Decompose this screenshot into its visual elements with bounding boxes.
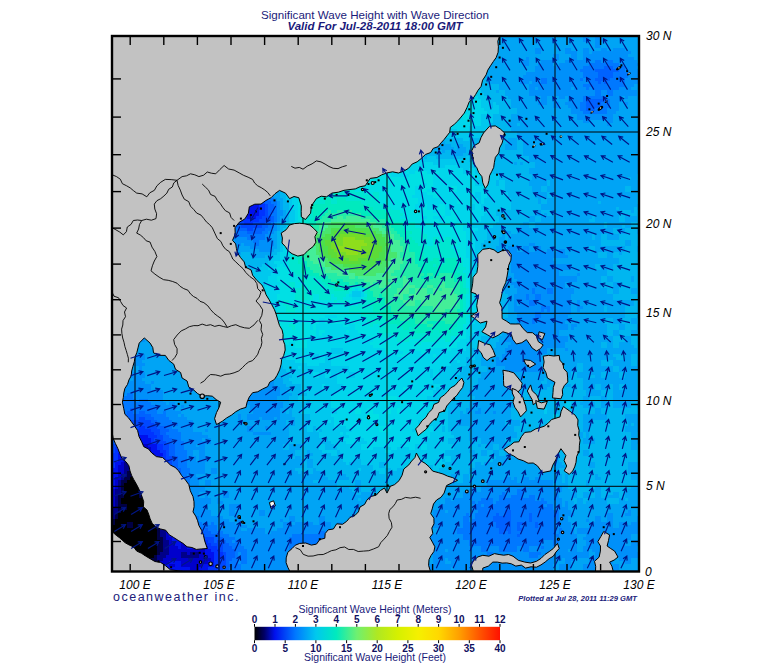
svg-text:0: 0 [645, 565, 652, 579]
svg-text:1: 1 [272, 614, 278, 625]
svg-text:0: 0 [252, 643, 258, 654]
svg-text:3: 3 [313, 614, 319, 625]
svg-text:7: 7 [395, 614, 401, 625]
svg-text:125 E: 125 E [539, 578, 571, 592]
svg-text:Significant Wave Height (Feet): Significant Wave Height (Feet) [304, 651, 446, 663]
svg-text:5 N: 5 N [646, 479, 665, 493]
svg-text:130 E: 130 E [623, 578, 655, 592]
svg-text:0: 0 [252, 614, 258, 625]
svg-text:4: 4 [334, 614, 340, 625]
svg-text:Plotted at Jul 28, 2011 11:29: Plotted at Jul 28, 2011 11:29 GMT [518, 594, 638, 603]
svg-text:5: 5 [354, 614, 360, 625]
svg-text:2: 2 [293, 614, 299, 625]
svg-text:10: 10 [454, 614, 466, 625]
svg-text:115 E: 115 E [372, 578, 403, 592]
svg-text:110 E: 110 E [288, 578, 319, 592]
svg-text:20 N: 20 N [645, 217, 672, 231]
svg-text:oceanweather inc.: oceanweather inc. [113, 590, 240, 604]
svg-text:15 N: 15 N [646, 306, 672, 320]
svg-text:10 N: 10 N [646, 394, 672, 408]
svg-text:25 N: 25 N [645, 125, 672, 139]
svg-text:9: 9 [436, 614, 442, 625]
svg-text:120 E: 120 E [455, 578, 487, 592]
svg-text:5: 5 [282, 643, 288, 654]
svg-text:Valid For Jul-28-2011 18:00 GM: Valid For Jul-28-2011 18:00 GMT [287, 20, 463, 32]
svg-text:8: 8 [415, 614, 421, 625]
svg-text:30 N: 30 N [646, 29, 672, 43]
svg-text:40: 40 [494, 643, 506, 654]
svg-text:12: 12 [494, 614, 506, 625]
svg-text:35: 35 [464, 643, 476, 654]
svg-text:6: 6 [374, 614, 380, 625]
svg-text:11: 11 [474, 614, 485, 625]
